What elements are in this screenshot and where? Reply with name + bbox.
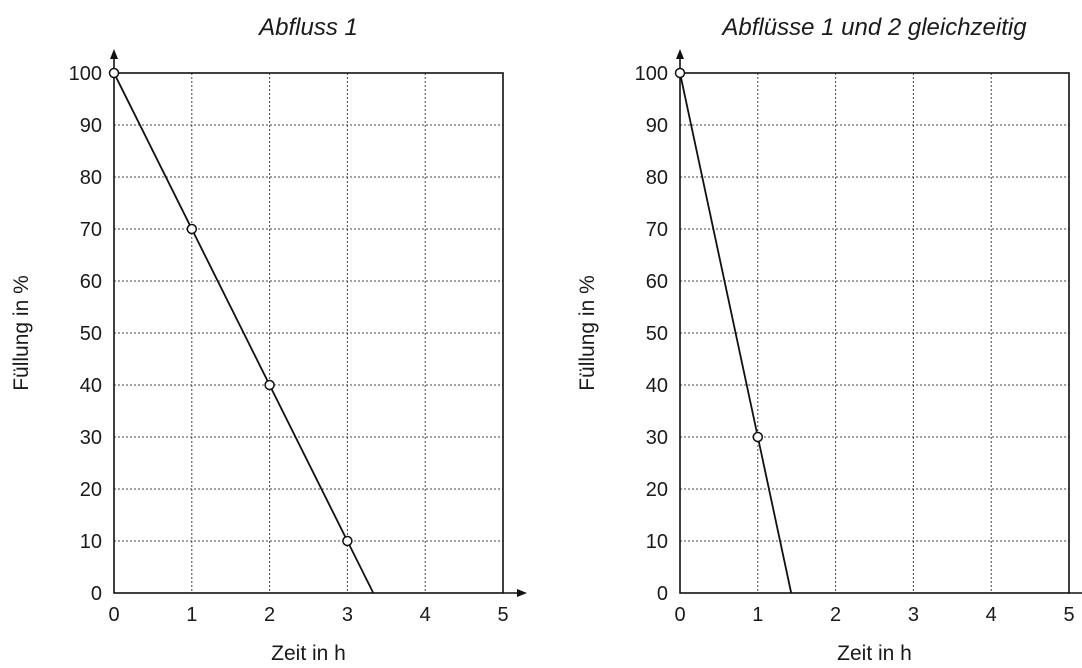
- y-tick-label: 80: [80, 167, 102, 189]
- x-tick-label: 0: [674, 604, 685, 626]
- y-tick-label: 100: [635, 63, 668, 85]
- data-point: [108, 67, 120, 79]
- y-tick-label: 60: [80, 271, 102, 293]
- plot-frame: [113, 72, 504, 594]
- chart-title: Abflüsse 1 und 2 gleichzeitig: [720, 14, 1027, 41]
- y-axis-arrow: [676, 49, 684, 59]
- y-tick-label: 90: [80, 115, 102, 137]
- x-tick-label: 3: [908, 604, 919, 626]
- x-tick-label: 4: [420, 604, 431, 626]
- y-tick-label: 0: [657, 583, 668, 605]
- series-line: [113, 72, 375, 594]
- y-tick-label: 70: [646, 219, 668, 241]
- data-point: [186, 223, 198, 235]
- x-tick-label: 0: [108, 604, 119, 626]
- y-tick-label: 50: [80, 323, 102, 345]
- data-point: [342, 535, 353, 547]
- y-tick-label: 20: [646, 479, 668, 501]
- series-line: [679, 72, 793, 594]
- y-tick-label: 80: [646, 167, 668, 189]
- y-tick-label: 0: [91, 583, 102, 605]
- data-point: [674, 67, 686, 79]
- y-tick-label: 10: [80, 531, 102, 553]
- y-tick-label: 50: [646, 323, 668, 345]
- y-tick-label: 20: [80, 479, 102, 501]
- chart-abfluss-1: Abfluss 1 Zeit in h Füllung in % 0 1 2 3 4 50…: [10, 14, 527, 665]
- x-tick-label: 5: [497, 604, 508, 626]
- y-tick-label: 30: [80, 427, 102, 449]
- chart-title: Abfluss 1: [257, 14, 358, 41]
- y-tick-label: 10: [646, 531, 668, 553]
- y-tick-label: 100: [69, 63, 102, 85]
- x-axis-label: Zeit in h: [271, 642, 346, 665]
- x-tick-label: 5: [1063, 604, 1074, 626]
- y-axis-arrow: [110, 49, 118, 59]
- x-axis-label: Zeit in h: [837, 642, 912, 665]
- y-tick-label: 90: [646, 115, 668, 137]
- x-tick-label: 2: [264, 604, 275, 626]
- plot-frame: [679, 72, 1070, 594]
- x-tick-label: 4: [986, 604, 997, 626]
- y-axis-label: Füllung in %: [10, 275, 33, 391]
- y-tick-label: 40: [80, 375, 102, 397]
- x-tick-label: 2: [830, 604, 841, 626]
- x-axis-arrow: [517, 589, 527, 597]
- y-tick-label: 30: [646, 427, 668, 449]
- x-tick-label: 3: [342, 604, 353, 626]
- data-point: [264, 379, 275, 391]
- y-tick-label: 40: [646, 375, 668, 397]
- y-tick-label: 60: [646, 271, 668, 293]
- x-tick-label: 1: [752, 604, 763, 626]
- chart-abfluesse-1-und-2: Abflüsse 1 und 2 gleichzeitig Zeit in h …: [576, 14, 1082, 665]
- data-point: [752, 431, 764, 443]
- y-tick-label: 70: [80, 219, 102, 241]
- y-axis-label: Füllung in %: [576, 275, 599, 391]
- x-tick-label: 1: [186, 604, 197, 626]
